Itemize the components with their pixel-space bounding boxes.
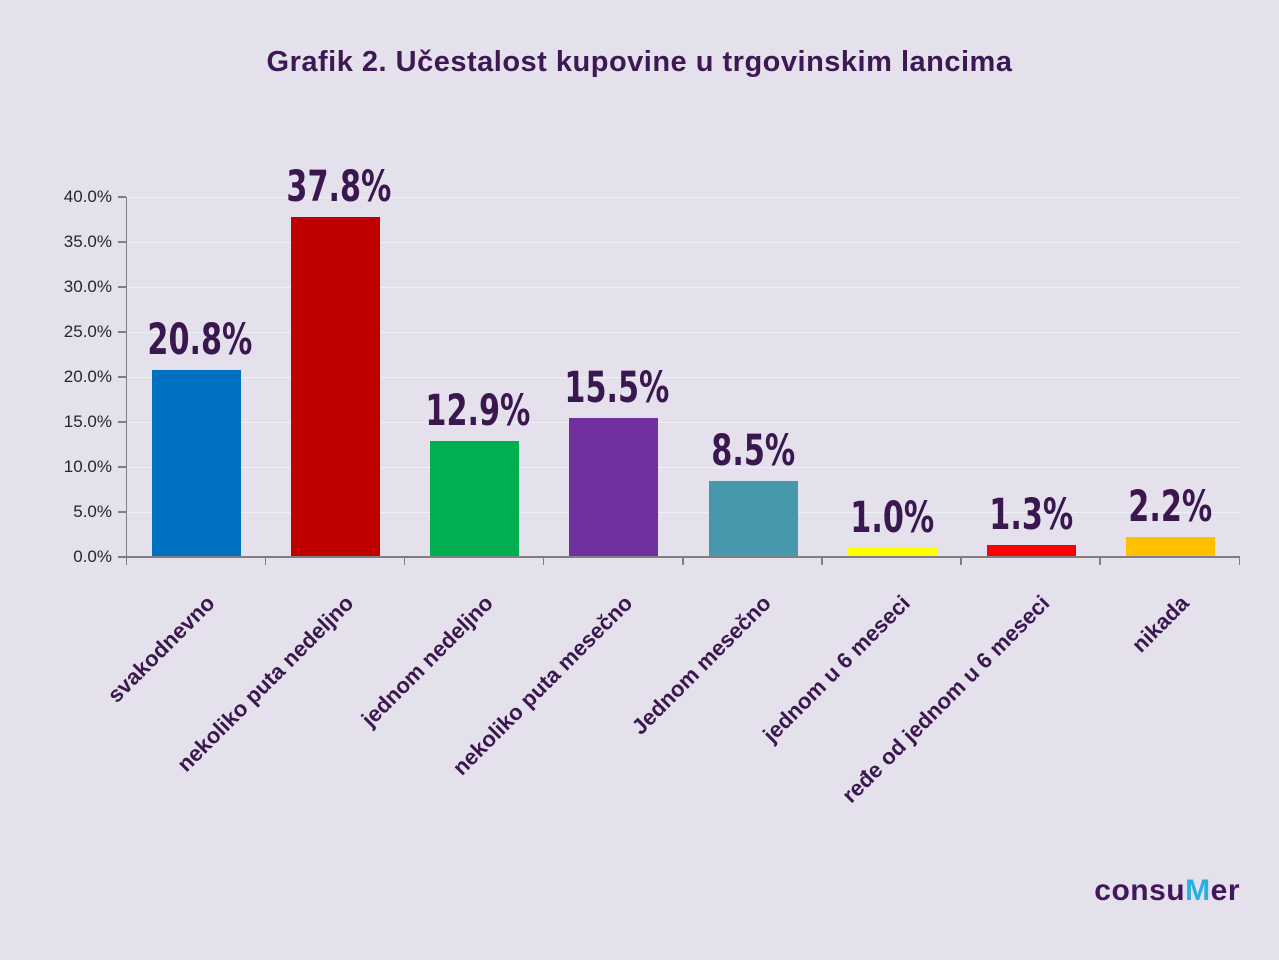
gridline (127, 331, 1240, 333)
y-axis-tick (117, 331, 126, 333)
x-axis-tick (542, 557, 545, 565)
value-label-text: 2.2% (1128, 481, 1213, 532)
gridline (127, 511, 1240, 513)
plot-area: 20.8% 37.8% 12.9% 15.5% 8.5% 1.0% 1.3% 2.2% (127, 164, 1240, 557)
y-axis-tick-label: 10.0% (63, 457, 112, 476)
value-label-text: 37.8% (286, 160, 392, 211)
x-axis-label: jednom nedeljno (356, 590, 498, 732)
bar (569, 417, 659, 557)
gridline (127, 466, 1240, 468)
gridline (127, 286, 1240, 288)
x-axis-label: Jednom mesečno (626, 590, 777, 740)
x-axis-tick (1238, 557, 1240, 565)
x-axis-label: jednom u 6 meseci (758, 590, 916, 748)
gridline (127, 421, 1240, 423)
value-label-text: 1.3% (989, 489, 1074, 540)
value-label: 20.8% (127, 313, 266, 364)
x-axis-tick (125, 557, 127, 565)
bar (708, 480, 798, 557)
y-axis-tick-label: 35.0% (63, 232, 112, 251)
value-label: 8.5% (684, 424, 823, 475)
chart-title: Grafik 2. Učestalost kupovine u trgovins… (266, 46, 1013, 78)
value-label: 1.0% (823, 492, 962, 543)
value-label: 1.3% (962, 489, 1101, 540)
x-axis-line (125, 556, 1240, 558)
x-axis-tick (1099, 557, 1101, 565)
gridline (127, 241, 1240, 243)
value-label-text: 8.5% (711, 424, 795, 475)
bar (986, 545, 1076, 557)
value-label-text: 15.5% (564, 361, 670, 412)
logo-accent-letter: M (1185, 874, 1211, 907)
bar (291, 216, 381, 557)
bar (847, 548, 937, 557)
y-axis-tick-label: 15.0% (63, 412, 112, 431)
x-axis-label: nikada (1126, 590, 1194, 658)
value-label: 15.5% (544, 361, 683, 412)
bar (430, 440, 520, 557)
value-label-text: 1.0% (850, 492, 935, 543)
logo-text-after: er (1210, 874, 1240, 907)
y-axis-tick (117, 511, 126, 513)
value-label: 37.8% (266, 160, 405, 211)
bar (1125, 537, 1215, 557)
gridline (127, 196, 1240, 198)
y-axis-tick (117, 421, 126, 423)
y-axis-tick-label: 40.0% (63, 187, 112, 206)
y-axis-tick (117, 376, 126, 378)
consumer-logo: consuMer (1094, 874, 1240, 908)
x-axis-tick (821, 557, 823, 565)
y-axis-tick-label: 5.0% (73, 502, 112, 521)
y-axis-tick-label: 0.0% (73, 547, 112, 566)
x-axis-tick (264, 557, 267, 565)
y-axis-tick-label: 30.0% (63, 277, 112, 296)
y-axis-tick (117, 556, 126, 558)
x-axis-tick (403, 557, 406, 565)
y-axis-tick (117, 241, 126, 243)
x-axis-tick (960, 557, 962, 565)
value-label-text: 20.8% (147, 313, 253, 364)
y-axis-tick (117, 466, 126, 468)
value-label: 2.2% (1101, 481, 1240, 532)
y-axis-tick (117, 286, 126, 288)
y-axis-line (125, 197, 127, 557)
value-label-text: 12.9% (425, 384, 531, 435)
x-axis-label: svakodnevno (102, 590, 220, 708)
logo-text-before: consu (1094, 874, 1186, 907)
value-label: 12.9% (405, 384, 544, 435)
bar (152, 369, 242, 557)
y-axis-tick-label: 25.0% (63, 322, 112, 341)
x-axis-tick (682, 557, 684, 565)
gridline (127, 376, 1240, 378)
y-axis-tick-label: 20.0% (63, 367, 112, 386)
y-axis-tick (117, 196, 126, 198)
